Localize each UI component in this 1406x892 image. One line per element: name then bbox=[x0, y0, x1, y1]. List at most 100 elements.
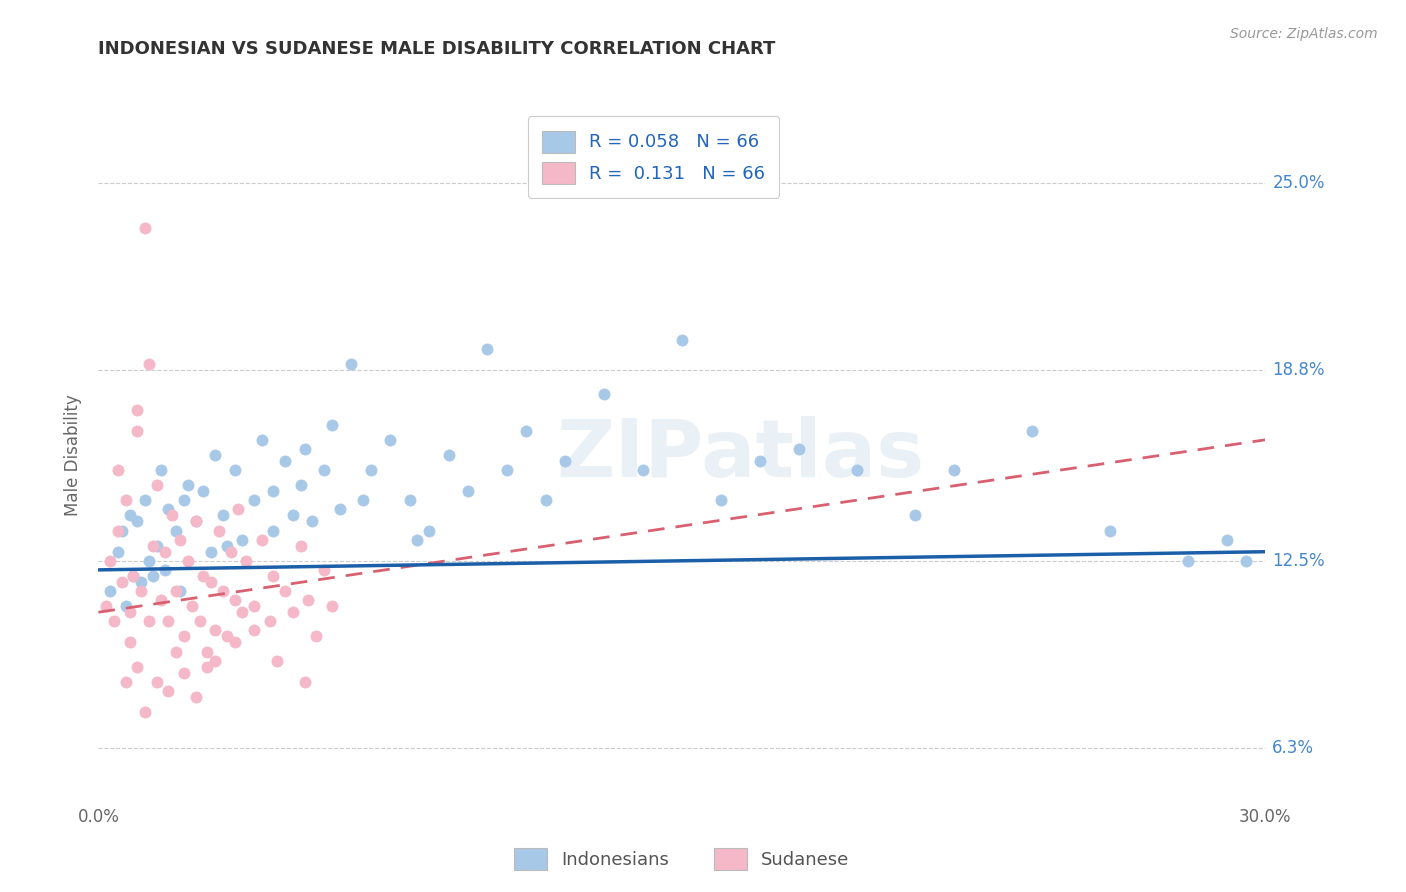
Point bbox=[208, 524, 231, 538]
Point bbox=[204, 448, 226, 462]
Point bbox=[184, 515, 207, 529]
Text: INDONESIAN VS SUDANESE MALE DISABILITY CORRELATION CHART: INDONESIAN VS SUDANESE MALE DISABILITY C… bbox=[98, 40, 776, 58]
Point bbox=[149, 463, 172, 477]
Point bbox=[437, 448, 460, 462]
Point bbox=[98, 554, 121, 568]
Point bbox=[262, 524, 284, 538]
Point bbox=[180, 599, 202, 614]
Point bbox=[114, 493, 136, 508]
Point bbox=[321, 417, 343, 432]
Point bbox=[1215, 533, 1237, 547]
Point bbox=[340, 357, 363, 371]
Point bbox=[149, 593, 172, 607]
Point bbox=[250, 533, 273, 547]
Point bbox=[107, 545, 129, 559]
Point bbox=[710, 493, 733, 508]
Point bbox=[134, 705, 156, 719]
Point bbox=[274, 454, 297, 468]
Point bbox=[142, 569, 165, 583]
Point bbox=[378, 433, 402, 447]
Point bbox=[212, 584, 235, 599]
Point bbox=[169, 533, 191, 547]
Point bbox=[281, 605, 304, 619]
Point bbox=[107, 524, 129, 538]
Point bbox=[904, 508, 927, 523]
Point bbox=[127, 515, 149, 529]
Point bbox=[418, 524, 440, 538]
Point bbox=[290, 539, 312, 553]
Point bbox=[157, 502, 180, 516]
Text: Source: ZipAtlas.com: Source: ZipAtlas.com bbox=[1230, 27, 1378, 41]
Legend: Indonesians, Sudanese: Indonesians, Sudanese bbox=[501, 833, 863, 884]
Point bbox=[243, 599, 266, 614]
Text: 12.5%: 12.5% bbox=[1272, 552, 1324, 570]
Point bbox=[184, 515, 207, 529]
Point bbox=[305, 629, 328, 643]
Y-axis label: Male Disability: Male Disability bbox=[65, 394, 83, 516]
Point bbox=[165, 644, 187, 658]
Point bbox=[111, 574, 134, 589]
Point bbox=[146, 674, 169, 689]
Point bbox=[1098, 524, 1121, 538]
Point bbox=[146, 478, 169, 492]
Point bbox=[173, 629, 195, 643]
Point bbox=[266, 654, 288, 668]
Point bbox=[122, 569, 145, 583]
Point bbox=[195, 644, 218, 658]
Point bbox=[748, 454, 770, 468]
Point bbox=[215, 539, 238, 553]
Point bbox=[515, 424, 537, 438]
Point bbox=[215, 629, 238, 643]
Point bbox=[212, 508, 235, 523]
Point bbox=[127, 659, 149, 673]
Point bbox=[312, 463, 335, 477]
Point bbox=[259, 615, 281, 629]
Point bbox=[224, 593, 246, 607]
Point bbox=[243, 624, 266, 638]
Point bbox=[195, 659, 218, 673]
Point bbox=[169, 584, 191, 599]
Point bbox=[173, 665, 195, 680]
Point bbox=[262, 569, 284, 583]
Point bbox=[301, 515, 323, 529]
Point bbox=[398, 493, 420, 508]
Point bbox=[671, 333, 693, 347]
Point bbox=[274, 584, 297, 599]
Point bbox=[114, 674, 136, 689]
Point bbox=[200, 574, 222, 589]
Point bbox=[231, 533, 253, 547]
Point bbox=[177, 478, 200, 492]
Text: 18.8%: 18.8% bbox=[1272, 361, 1324, 379]
Point bbox=[146, 539, 169, 553]
Point bbox=[127, 424, 149, 438]
Point bbox=[118, 508, 141, 523]
Point bbox=[98, 584, 121, 599]
Point bbox=[787, 442, 810, 456]
Point bbox=[631, 463, 654, 477]
Point bbox=[153, 563, 176, 577]
Point bbox=[943, 463, 966, 477]
Point bbox=[294, 442, 316, 456]
Point bbox=[127, 402, 149, 417]
Point bbox=[297, 593, 319, 607]
Point bbox=[1021, 424, 1043, 438]
Point bbox=[188, 615, 211, 629]
Point bbox=[134, 493, 156, 508]
Point bbox=[138, 554, 160, 568]
Point bbox=[107, 463, 129, 477]
Point bbox=[138, 615, 160, 629]
Point bbox=[138, 357, 160, 371]
Point bbox=[204, 624, 226, 638]
Point bbox=[406, 533, 429, 547]
Point bbox=[281, 508, 304, 523]
Point bbox=[103, 615, 125, 629]
Point bbox=[495, 463, 517, 477]
Point bbox=[593, 387, 616, 401]
Point bbox=[129, 574, 152, 589]
Point bbox=[534, 493, 557, 508]
Point bbox=[231, 605, 253, 619]
Point bbox=[294, 674, 316, 689]
Point bbox=[235, 554, 257, 568]
Point bbox=[200, 545, 222, 559]
Text: 25.0%: 25.0% bbox=[1272, 174, 1324, 192]
